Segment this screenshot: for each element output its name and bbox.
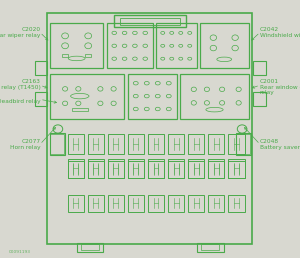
Bar (68, 195, 84, 212)
Text: Rear wiper relay: Rear wiper relay (0, 33, 40, 38)
Bar (253, 92, 266, 106)
Bar (236, 133, 250, 155)
Bar (168, 134, 184, 154)
Bar (128, 160, 144, 178)
Bar (72, 108, 88, 111)
Bar (228, 134, 244, 154)
Bar (253, 61, 266, 75)
Bar (128, 195, 144, 212)
Bar (120, 18, 180, 25)
Bar (200, 23, 249, 68)
Bar (228, 160, 244, 178)
Bar (34, 61, 47, 75)
Text: Horn relay: Horn relay (10, 145, 40, 150)
Bar (88, 134, 104, 154)
Text: C2163: C2163 (22, 79, 40, 84)
Bar (114, 15, 186, 27)
Bar (148, 159, 164, 178)
Text: C2048: C2048 (260, 139, 279, 144)
Text: C2001: C2001 (260, 79, 278, 84)
Bar (228, 159, 244, 178)
Text: C2077: C2077 (21, 139, 40, 144)
Bar (88, 160, 104, 178)
Text: Rear window defrost: Rear window defrost (260, 85, 300, 90)
Bar (188, 195, 204, 212)
Bar (148, 160, 164, 178)
Bar (236, 134, 250, 154)
Bar (108, 160, 124, 178)
Bar (188, 160, 204, 178)
Bar (106, 23, 153, 68)
Text: C2042: C2042 (260, 27, 279, 32)
Bar (128, 134, 144, 154)
Bar (188, 159, 204, 178)
Bar (50, 134, 64, 154)
Bar (208, 159, 224, 178)
Text: C2020: C2020 (21, 27, 40, 32)
Bar (68, 134, 84, 154)
Text: Battery saver relay: Battery saver relay (260, 145, 300, 150)
Bar (128, 74, 177, 119)
Bar (156, 23, 196, 68)
Bar (62, 54, 68, 57)
Bar (68, 159, 84, 178)
Bar (108, 195, 124, 212)
Bar (50, 74, 124, 119)
Bar (168, 159, 184, 178)
Bar (128, 159, 144, 178)
Bar (148, 195, 164, 212)
Text: Starter relay (T1450): Starter relay (T1450) (0, 85, 40, 90)
Bar (76, 243, 103, 252)
Bar (88, 159, 104, 178)
Bar (85, 54, 92, 57)
Text: relay: relay (260, 90, 274, 95)
Bar (108, 134, 124, 154)
Bar (50, 133, 64, 155)
Bar (180, 74, 249, 119)
Bar (208, 160, 224, 178)
Bar (228, 195, 244, 212)
Bar (68, 160, 84, 178)
Bar (168, 195, 184, 212)
Bar (34, 92, 47, 106)
Bar (108, 159, 124, 178)
Bar (168, 160, 184, 178)
Bar (46, 13, 252, 244)
Text: 00091193: 00091193 (9, 250, 31, 254)
Bar (196, 243, 224, 252)
Bar (81, 244, 99, 250)
Bar (201, 244, 219, 250)
Bar (88, 195, 104, 212)
Bar (50, 23, 103, 68)
Text: Deadbird relay: Deadbird relay (0, 99, 40, 104)
Bar (208, 195, 224, 212)
Bar (208, 134, 224, 154)
Text: Windshield wiper relay: Windshield wiper relay (260, 33, 300, 38)
Bar (148, 134, 164, 154)
Bar (188, 134, 204, 154)
